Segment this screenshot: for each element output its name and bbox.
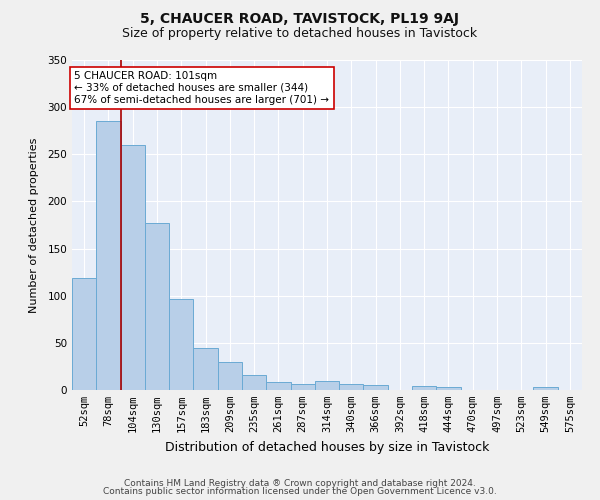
Bar [339, 384, 364, 390]
Bar [412, 386, 436, 390]
Bar [242, 375, 266, 390]
Bar [436, 387, 461, 390]
Bar [290, 384, 315, 390]
X-axis label: Distribution of detached houses by size in Tavistock: Distribution of detached houses by size … [165, 440, 489, 454]
Bar [193, 348, 218, 390]
Bar [315, 380, 339, 390]
Text: 5, CHAUCER ROAD, TAVISTOCK, PL19 9AJ: 5, CHAUCER ROAD, TAVISTOCK, PL19 9AJ [140, 12, 460, 26]
Bar [218, 362, 242, 390]
Y-axis label: Number of detached properties: Number of detached properties [29, 138, 39, 312]
Bar [121, 145, 145, 390]
Text: Contains public sector information licensed under the Open Government Licence v3: Contains public sector information licen… [103, 487, 497, 496]
Text: Contains HM Land Registry data ® Crown copyright and database right 2024.: Contains HM Land Registry data ® Crown c… [124, 478, 476, 488]
Bar [364, 386, 388, 390]
Text: Size of property relative to detached houses in Tavistock: Size of property relative to detached ho… [122, 28, 478, 40]
Bar [145, 223, 169, 390]
Bar [96, 122, 121, 390]
Bar [266, 382, 290, 390]
Bar [533, 387, 558, 390]
Bar [72, 278, 96, 390]
Text: 5 CHAUCER ROAD: 101sqm
← 33% of detached houses are smaller (344)
67% of semi-de: 5 CHAUCER ROAD: 101sqm ← 33% of detached… [74, 72, 329, 104]
Bar [169, 300, 193, 390]
